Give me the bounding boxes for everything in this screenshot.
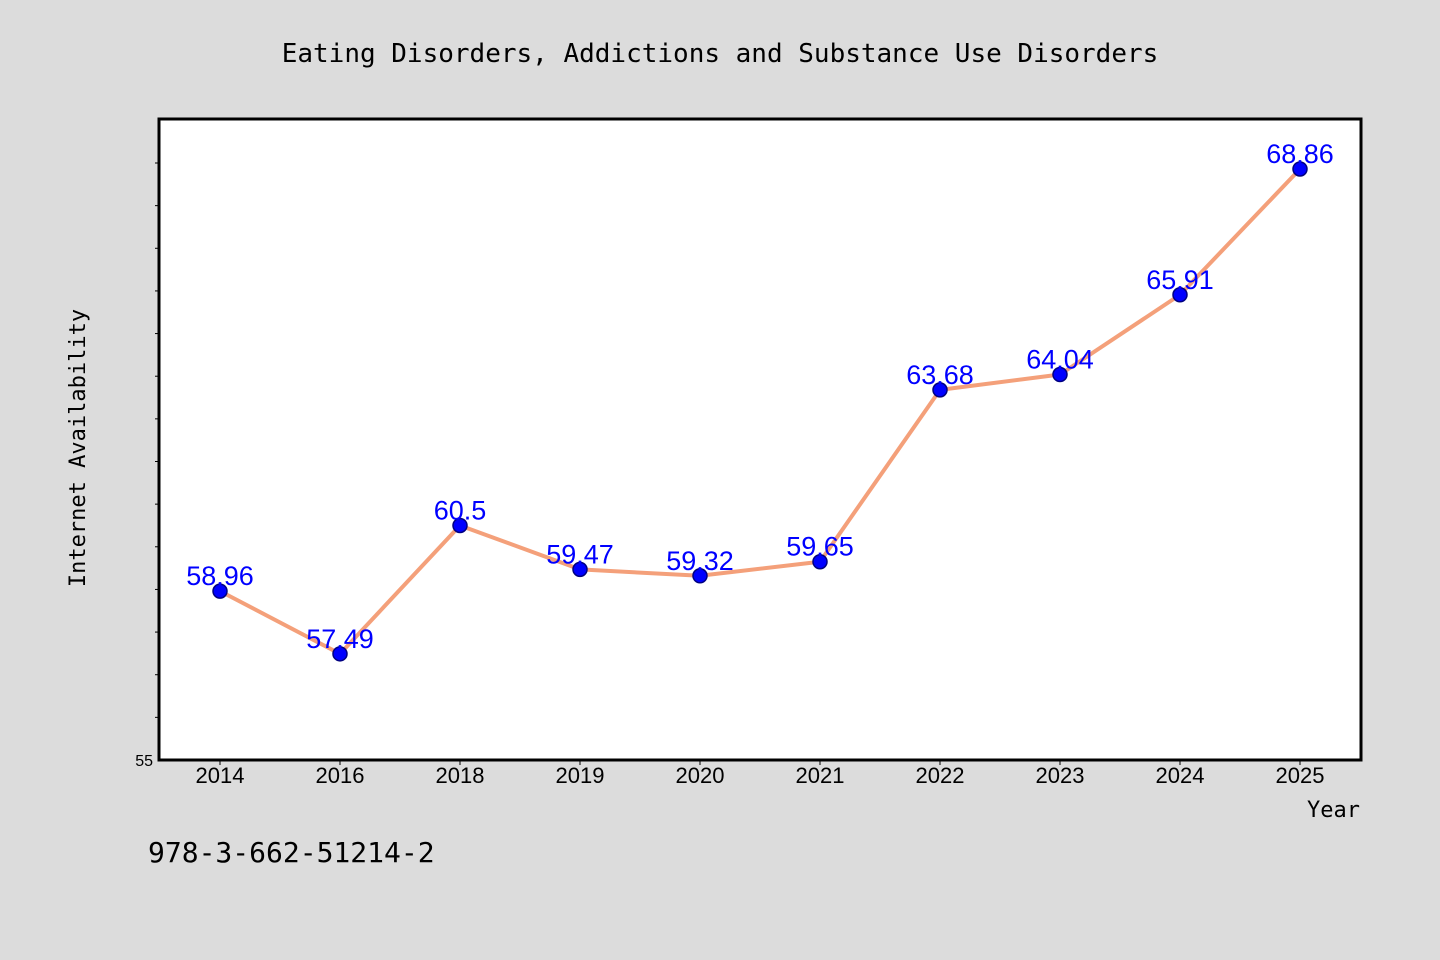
x-tick-label: 2021 — [796, 763, 845, 788]
x-tick-label: 2016 — [316, 763, 365, 788]
data-point — [212, 583, 228, 599]
data-label: 63.68 — [906, 360, 974, 390]
y-tick-label: 55 — [135, 753, 153, 770]
data-label: 59.65 — [786, 532, 854, 562]
x-axis-tick-labels: 2014 2016 2018 2019 2020 2021 2022 2023 2024 2025 — [196, 763, 1325, 788]
data-label: 60.5 — [434, 495, 487, 525]
x-tick-label: 2024 — [1156, 763, 1205, 788]
y-axis-ticks — [155, 162, 159, 718]
x-tick-label: 2019 — [556, 763, 605, 788]
data-label: 68.86 — [1266, 139, 1334, 169]
data-label: 58.96 — [186, 561, 254, 591]
x-tick-label: 2020 — [676, 763, 725, 788]
x-axis-label: Year — [1307, 798, 1360, 823]
data-label: 59.32 — [666, 546, 734, 576]
data-point — [1052, 366, 1068, 383]
data-label: 57.49 — [306, 624, 374, 654]
footer-text: 978-3-662-51214-2 — [148, 836, 435, 869]
x-tick-label: 2018 — [436, 763, 485, 788]
plot-area — [157, 117, 1363, 762]
x-tick-label: 2022 — [916, 763, 965, 788]
data-point — [932, 382, 948, 398]
y-axis-tick-labels: 55 — [135, 753, 153, 770]
data-point — [692, 568, 708, 584]
data-label: 65.91 — [1146, 265, 1214, 295]
data-point — [1172, 287, 1188, 303]
data-label: 59.47 — [546, 539, 614, 569]
x-tick-label: 2025 — [1276, 763, 1325, 788]
chart-title: Eating Disorders, Addictions and Substan… — [282, 39, 1159, 69]
data-point — [812, 553, 828, 570]
y-axis-label: Internet Availability — [66, 309, 91, 587]
data-points — [212, 161, 1308, 662]
data-point — [332, 646, 348, 662]
x-tick-label: 2023 — [1036, 763, 1085, 788]
series-line — [218, 166, 1302, 656]
data-point — [452, 517, 468, 534]
data-label: 64.04 — [1026, 345, 1094, 375]
data-point — [1292, 161, 1308, 177]
x-tick-label: 2014 — [196, 763, 245, 788]
data-labels: 58.96 57.49 60.5 59.47 59.32 59.65 63.68 64.04 6… — [186, 139, 1334, 654]
data-point — [572, 561, 588, 578]
x-axis-ticks — [219, 760, 1301, 765]
